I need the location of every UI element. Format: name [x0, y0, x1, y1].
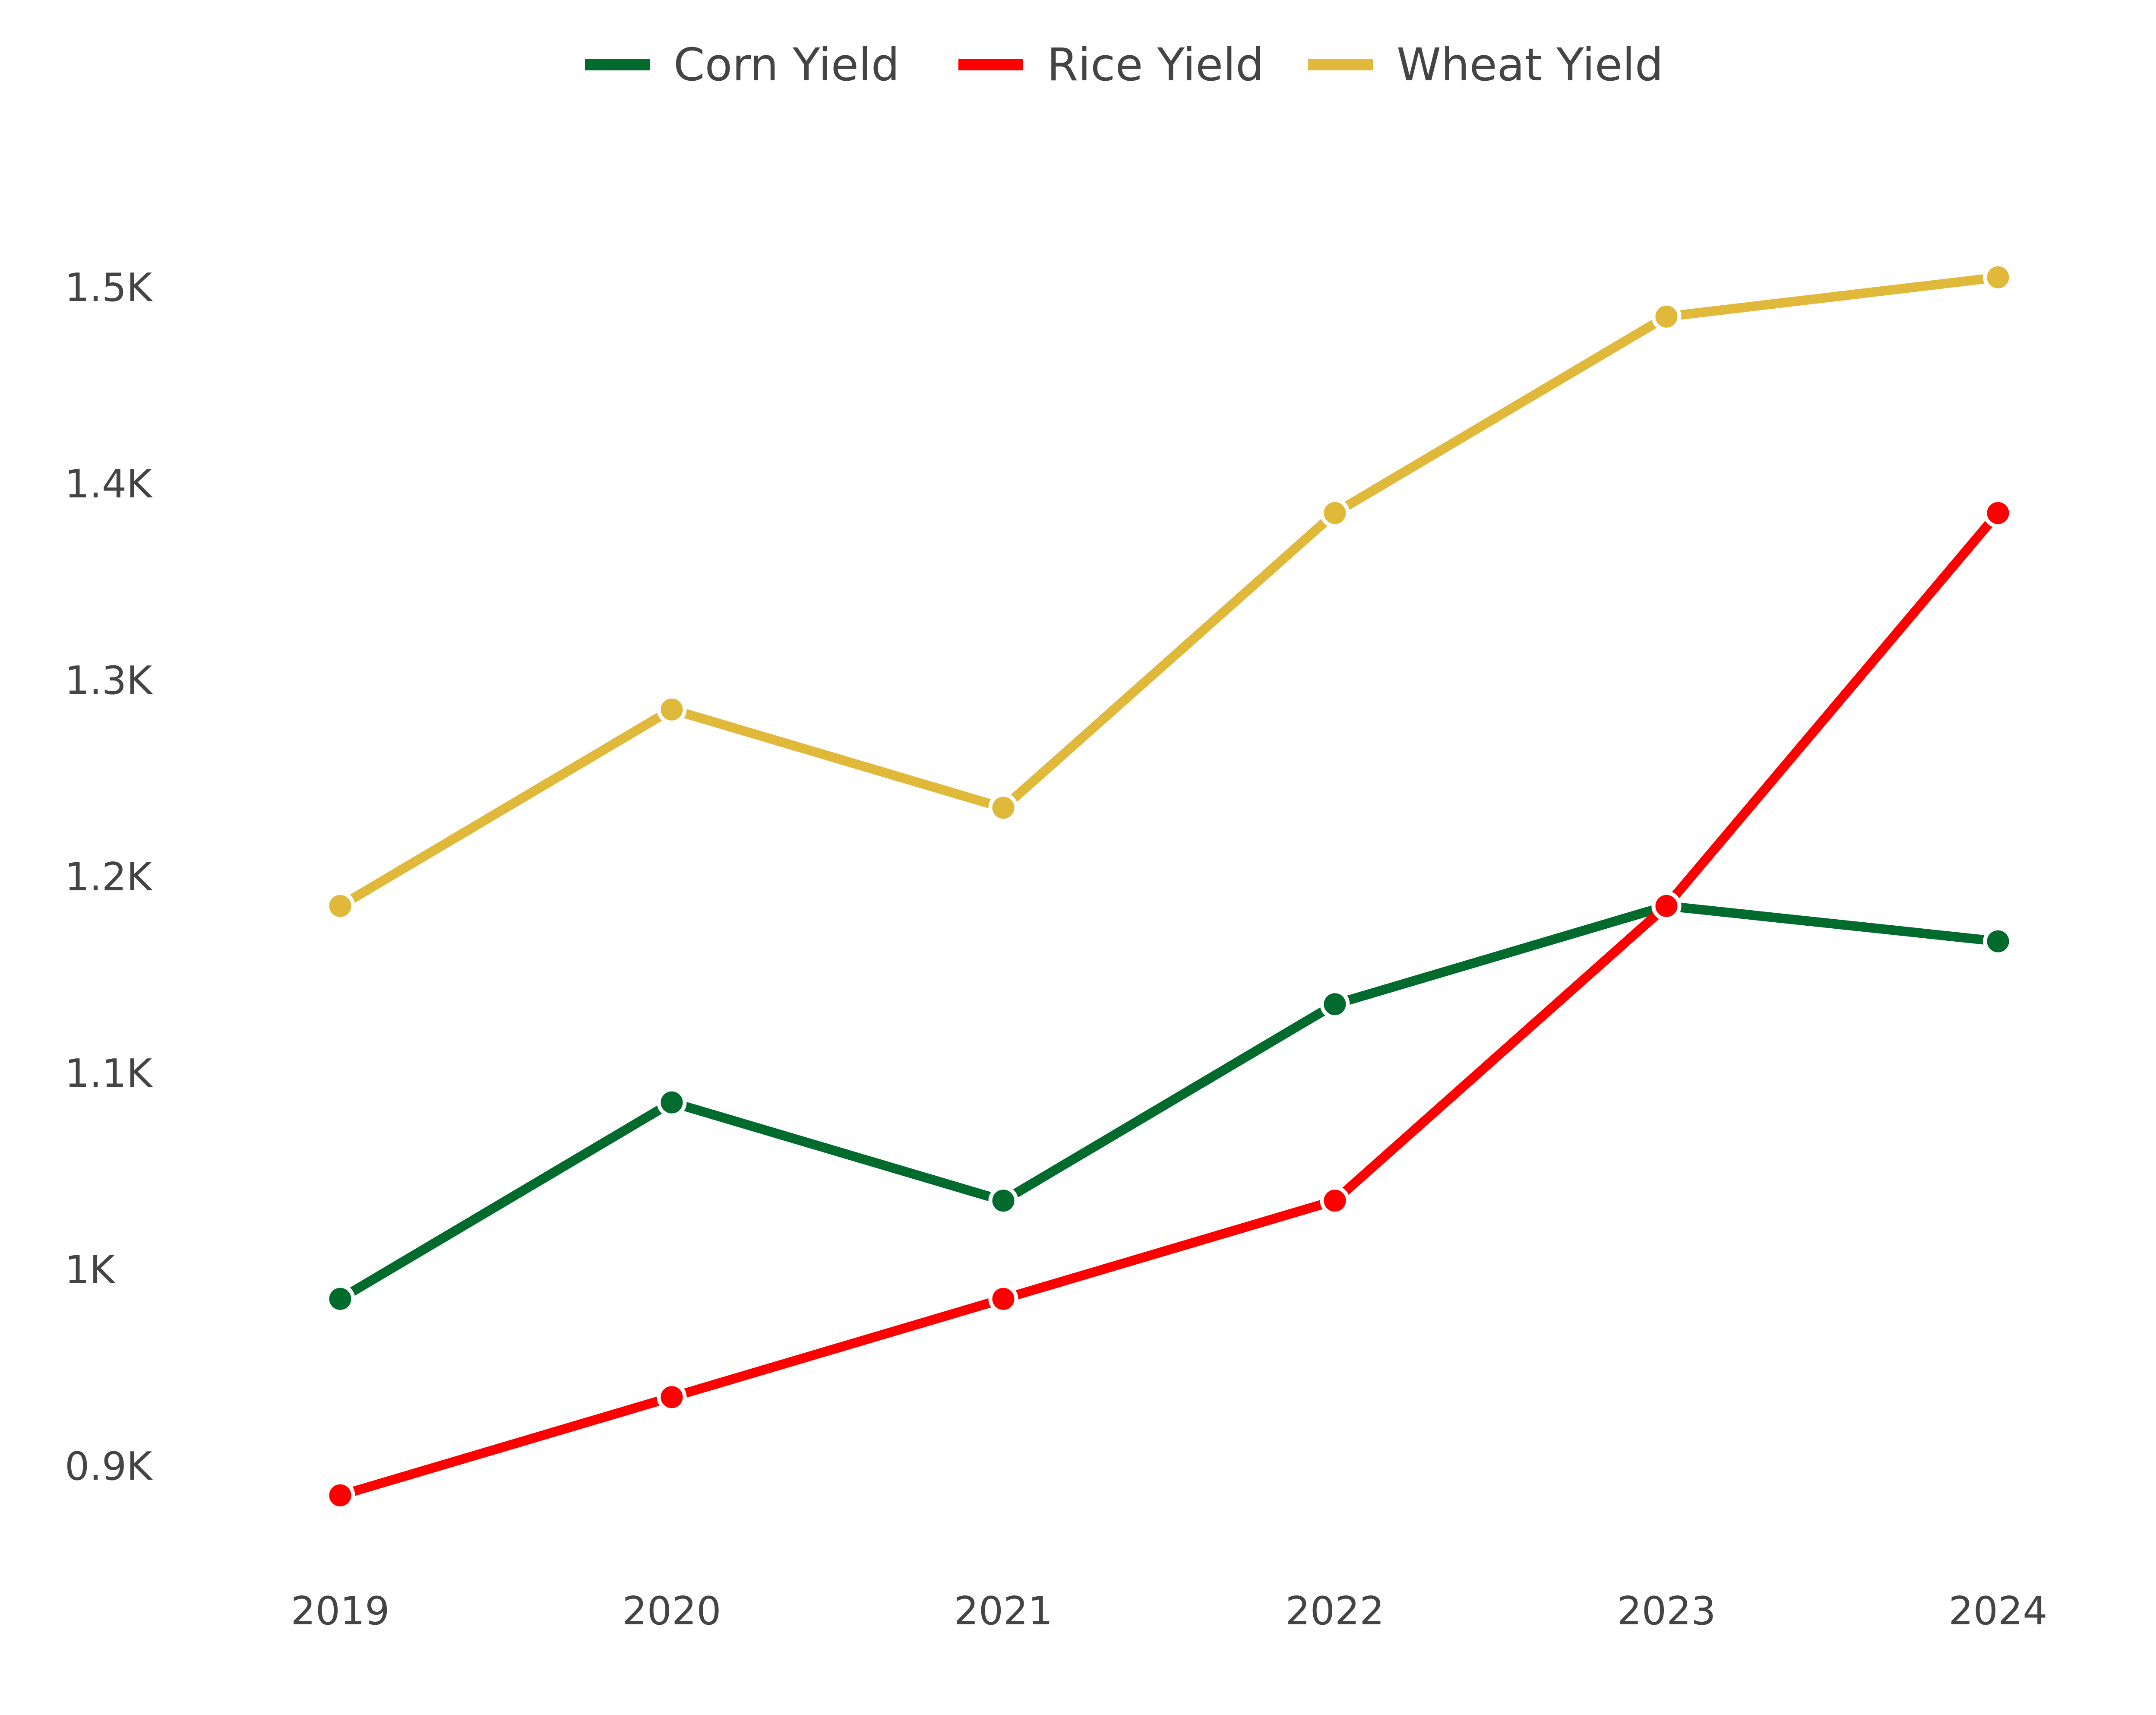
legend-label-corn-yield: Corn Yield: [673, 38, 900, 91]
data-point-rice-yield: [988, 1284, 1018, 1314]
series-line-corn-yield: [335, 901, 2003, 1304]
data-point-wheat-yield: [657, 694, 687, 725]
y-tick-label: 1.3K: [65, 658, 153, 703]
y-axis: 0.9K 1K 1.1K 1.2K 1.3K 1.4K 1.5K: [65, 265, 153, 1489]
data-point-rice-yield: [1983, 498, 2013, 528]
data-point-corn-yield: [657, 1087, 687, 1117]
x-tick-label: 2023: [1617, 1588, 1716, 1634]
x-axis: 2019 2020 2021 2022 2023 2024: [291, 1588, 2047, 1634]
data-point-wheat-yield: [988, 793, 1018, 823]
x-tick-label: 2022: [1285, 1588, 1384, 1634]
series-line-rice-yield: [335, 508, 2003, 1500]
series-line-wheat-yield: [335, 272, 2003, 911]
data-point-rice-yield: [657, 1382, 687, 1412]
data-point-rice-yield: [325, 1480, 355, 1510]
data-point-rice-yield: [1320, 1186, 1350, 1216]
x-tick-label: 2019: [291, 1588, 389, 1634]
x-tick-label: 2020: [622, 1588, 721, 1634]
y-tick-label: 1K: [65, 1247, 116, 1293]
x-tick-label: 2024: [1948, 1588, 2047, 1634]
plot-area: [325, 262, 2013, 1510]
data-point-rice-yield: [1651, 891, 1682, 921]
data-point-wheat-yield: [1983, 262, 2013, 292]
y-tick-label: 0.9K: [65, 1444, 153, 1489]
legend: Corn Yield Rice Yield Wheat Yield: [585, 38, 1663, 91]
data-point-wheat-yield: [1320, 498, 1350, 528]
data-point-corn-yield: [988, 1186, 1018, 1216]
x-tick-label: 2021: [954, 1588, 1053, 1634]
data-point-wheat-yield: [1651, 301, 1682, 332]
y-tick-label: 1.1K: [65, 1051, 153, 1096]
data-point-wheat-yield: [325, 891, 355, 921]
data-point-corn-yield: [1983, 926, 2013, 956]
legend-label-rice-yield: Rice Yield: [1047, 38, 1264, 91]
legend-label-wheat-yield: Wheat Yield: [1397, 38, 1663, 91]
y-tick-label: 1.2K: [65, 854, 153, 900]
y-tick-label: 1.4K: [65, 462, 153, 507]
y-tick-label: 1.5K: [65, 265, 153, 310]
data-point-corn-yield: [325, 1284, 355, 1314]
data-point-corn-yield: [1320, 989, 1350, 1019]
